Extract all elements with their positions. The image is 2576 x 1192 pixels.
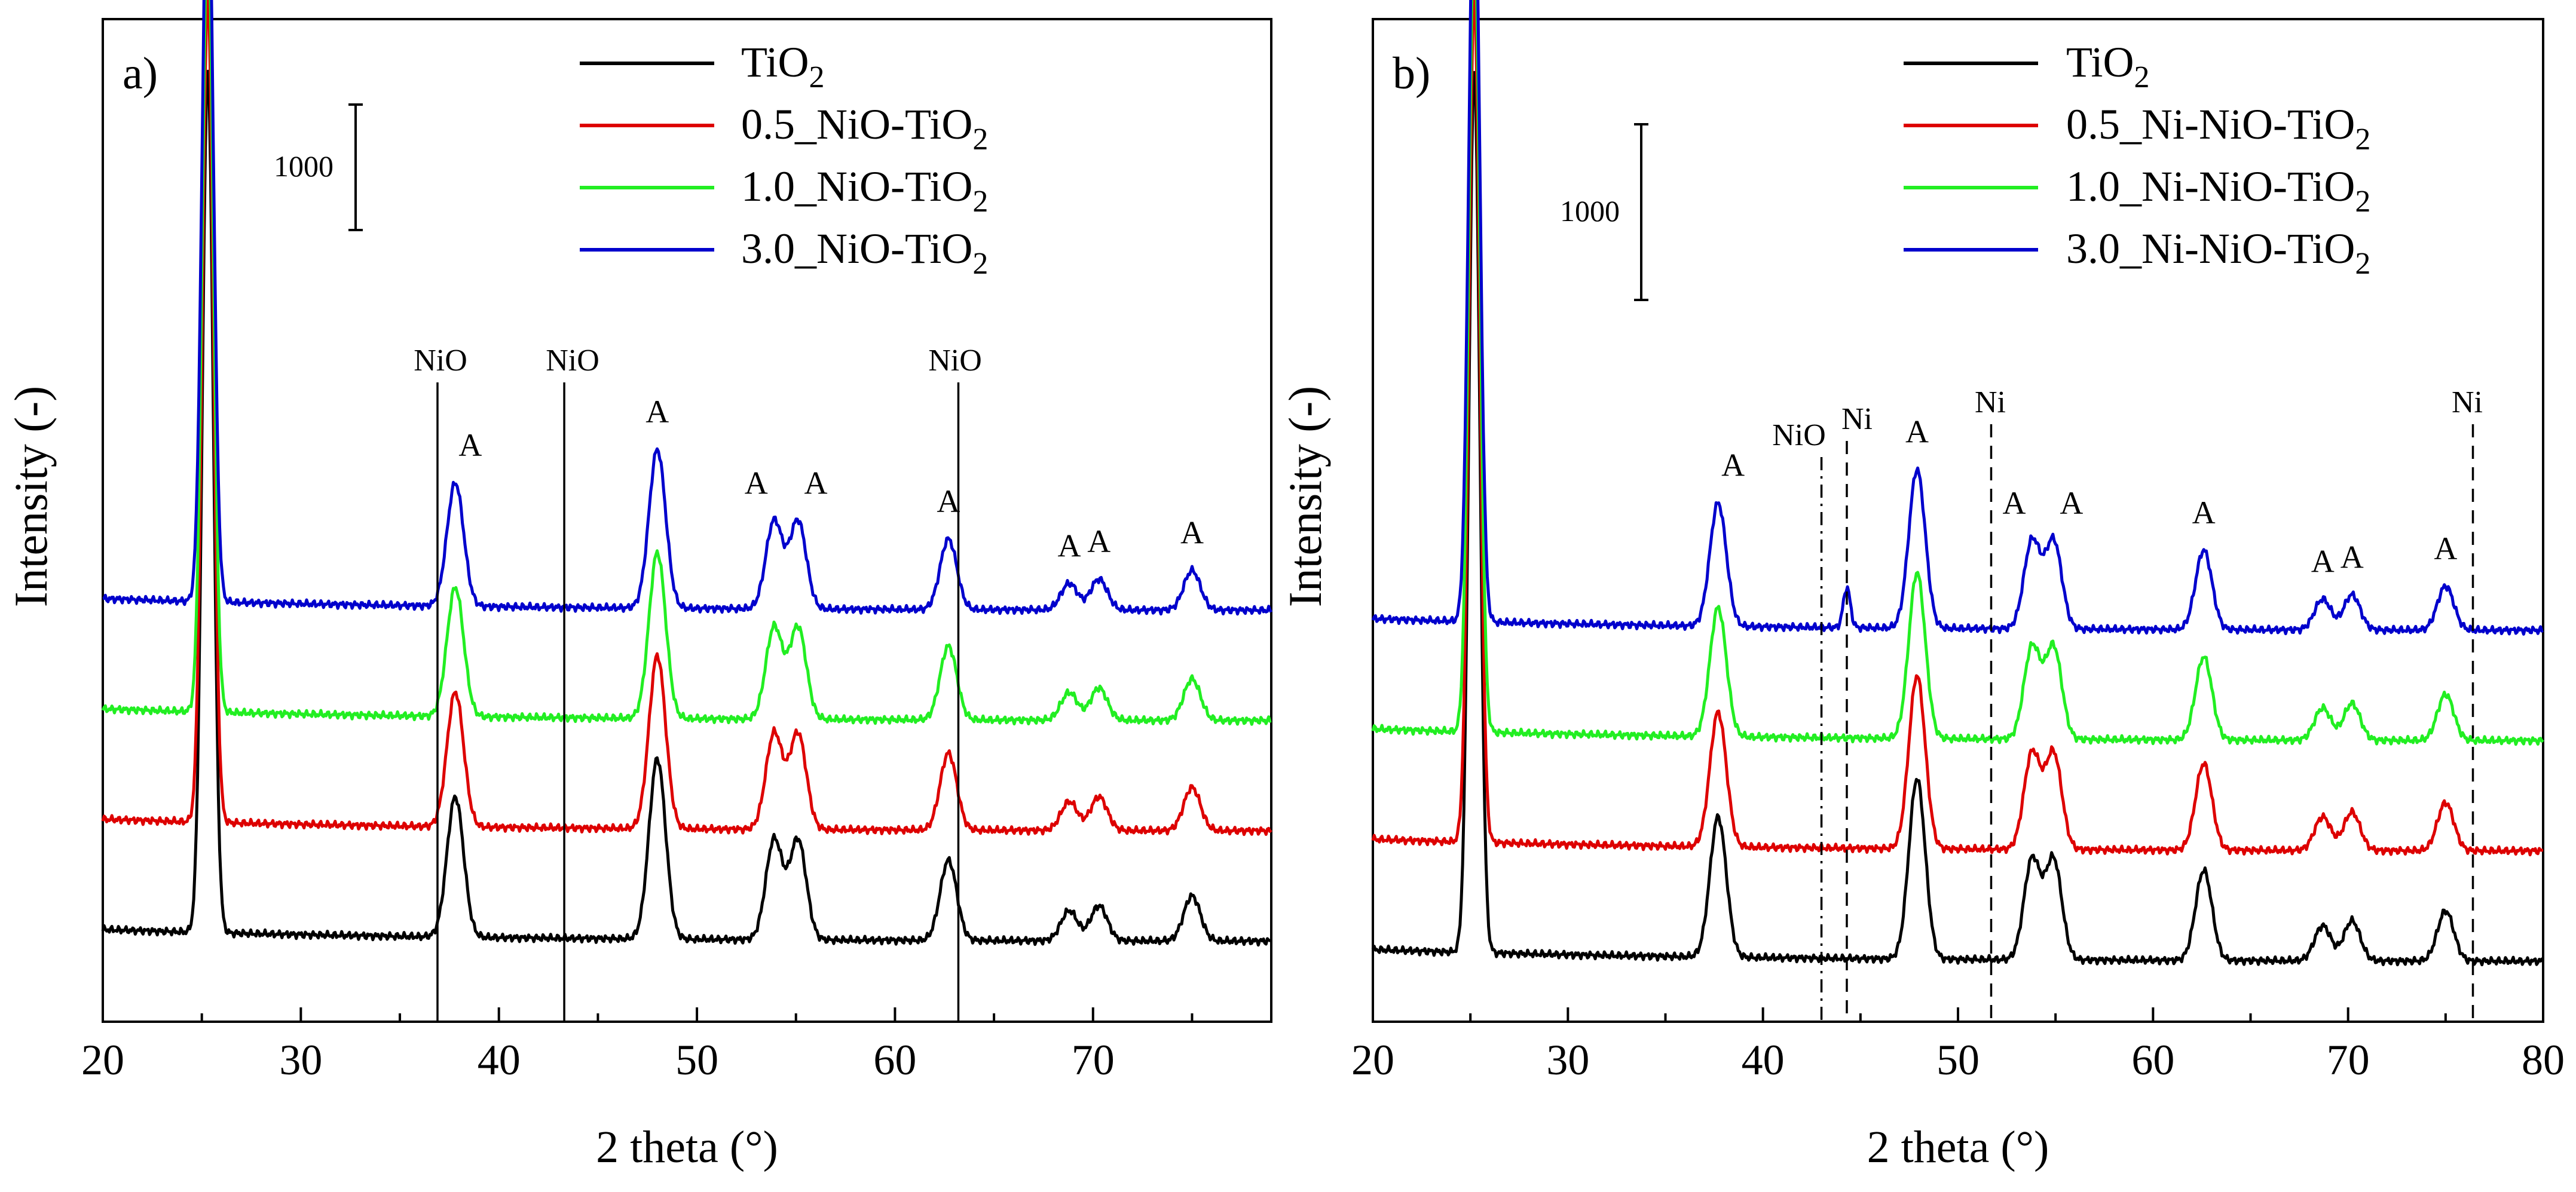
- x-tick-label: 20: [81, 1036, 124, 1084]
- x-axis-title: 2 theta (°): [1867, 1122, 2049, 1172]
- legend-entry: 1.0_Ni-NiO-TiO2: [2066, 163, 2370, 219]
- legend-entry-subscript: 2: [972, 185, 988, 219]
- peak-label-anatase: A: [1905, 414, 1929, 450]
- reference-label: Ni: [2452, 385, 2483, 419]
- x-tick-label: 70: [2327, 1036, 2370, 1084]
- peak-label-anatase: A: [804, 465, 828, 501]
- legend-entry-text: TiO: [2066, 38, 2134, 86]
- legend-entry: 3.0_Ni-NiO-TiO2: [2066, 225, 2370, 281]
- series-line-0-5-nio-tio2: [101, 0, 1272, 836]
- series-line-0-5-ni-nio-tio2: [1371, 0, 2544, 857]
- x-tick-label: 60: [2131, 1036, 2174, 1084]
- reference-label: Ni: [1975, 385, 2006, 419]
- series-line-tio2: [101, 69, 1272, 947]
- x-tick-label: 70: [1072, 1036, 1115, 1084]
- series-line-3-0-nio-tio2: [102, 0, 1273, 616]
- legend-entry-text: 1.0_NiO-TiO: [741, 163, 972, 210]
- x-tick-label: 40: [1742, 1036, 1785, 1084]
- panel-label: b): [1393, 48, 1430, 99]
- legend-entry-subscript: 2: [2355, 185, 2370, 219]
- x-axis-title: 2 theta (°): [596, 1122, 778, 1172]
- peak-label-anatase: A: [645, 394, 669, 430]
- x-tick-label: 50: [1936, 1036, 1980, 1084]
- y-axis-title: Intensity (-): [5, 386, 57, 607]
- plot-frame: [1372, 18, 2544, 1023]
- series-line-3-0-ni-nio-tio2: [1371, 0, 2544, 636]
- legend-entry: TiO2: [2066, 38, 2149, 94]
- reference-label: NiO: [1772, 418, 1826, 452]
- y-axis-title: Intensity (-): [1279, 386, 1331, 607]
- x-tick-label: 30: [1546, 1036, 1589, 1084]
- x-tick-label: 30: [279, 1036, 322, 1084]
- peak-label-anatase: A: [2003, 485, 2026, 521]
- peak-label-anatase: A: [937, 483, 960, 519]
- panel-b: NiONiNiNiAAAAAAAAA203040506070802 theta …: [1279, 0, 2565, 1172]
- legend-entry-subscript: 2: [972, 247, 988, 281]
- legend-entry-subscript: 2: [2134, 60, 2149, 94]
- reference-label: NiO: [414, 344, 467, 378]
- scale-bar-label: 1000: [274, 149, 334, 183]
- legend-entry-text: 1.0_Ni-NiO-TiO: [2066, 163, 2355, 210]
- legend-entry-text: 0.5_NiO-TiO: [741, 100, 972, 148]
- legend-entry-subscript: 2: [2355, 122, 2370, 157]
- reference-label: NiO: [928, 344, 982, 378]
- legend-entry: 1.0_NiO-TiO2: [741, 163, 988, 219]
- series-line-1-0-ni-nio-tio2: [1371, 0, 2544, 746]
- peak-label-anatase: A: [1721, 447, 1745, 483]
- legend-entry-text: TiO: [741, 38, 809, 86]
- legend-entry-text: 3.0_Ni-NiO-TiO: [2066, 225, 2355, 272]
- x-tick-label: 50: [675, 1036, 718, 1084]
- x-tick-label: 60: [873, 1036, 916, 1084]
- legend-entry: 0.5_Ni-NiO-TiO2: [2066, 100, 2370, 157]
- peak-label-anatase: A: [745, 465, 768, 501]
- peak-label-anatase: A: [2434, 531, 2457, 566]
- peak-label-anatase: A: [1180, 515, 1204, 551]
- peak-label-anatase: A: [2311, 544, 2335, 580]
- peak-label-anatase: A: [2192, 495, 2216, 531]
- peak-label-anatase: A: [2341, 539, 2364, 575]
- x-tick-label: 80: [2522, 1036, 2565, 1084]
- legend-entry-subscript: 2: [809, 60, 824, 94]
- x-tick-label: 40: [478, 1036, 521, 1084]
- reference-label: Ni: [1841, 402, 1873, 436]
- scale-bar-label: 1000: [1560, 194, 1620, 228]
- plot-frame: [102, 18, 1272, 1023]
- panel-label: a): [123, 48, 158, 99]
- peak-label-anatase: A: [1087, 523, 1110, 559]
- peak-label-anatase: A: [458, 427, 482, 463]
- legend-entry: TiO2: [741, 38, 824, 94]
- legend-entry: 0.5_NiO-TiO2: [741, 100, 988, 157]
- peak-label-anatase: A: [1058, 528, 1081, 563]
- x-tick-label: 20: [1351, 1036, 1394, 1084]
- panel-a: NiONiONiOAAAAAAAAA2030405060702 theta (°…: [5, 0, 1273, 1172]
- series-line-tio2: [1371, 71, 2545, 967]
- reference-label: NiO: [546, 344, 599, 378]
- legend-entry-text: 0.5_Ni-NiO-TiO: [2066, 100, 2355, 148]
- legend-entry-subscript: 2: [972, 122, 988, 157]
- legend-entry-subscript: 2: [2355, 247, 2370, 281]
- peak-label-anatase: A: [2060, 485, 2083, 521]
- series-line-1-0-nio-tio2: [101, 0, 1272, 726]
- legend-entry-text: 3.0_NiO-TiO: [741, 225, 972, 272]
- legend-entry: 3.0_NiO-TiO2: [741, 225, 988, 281]
